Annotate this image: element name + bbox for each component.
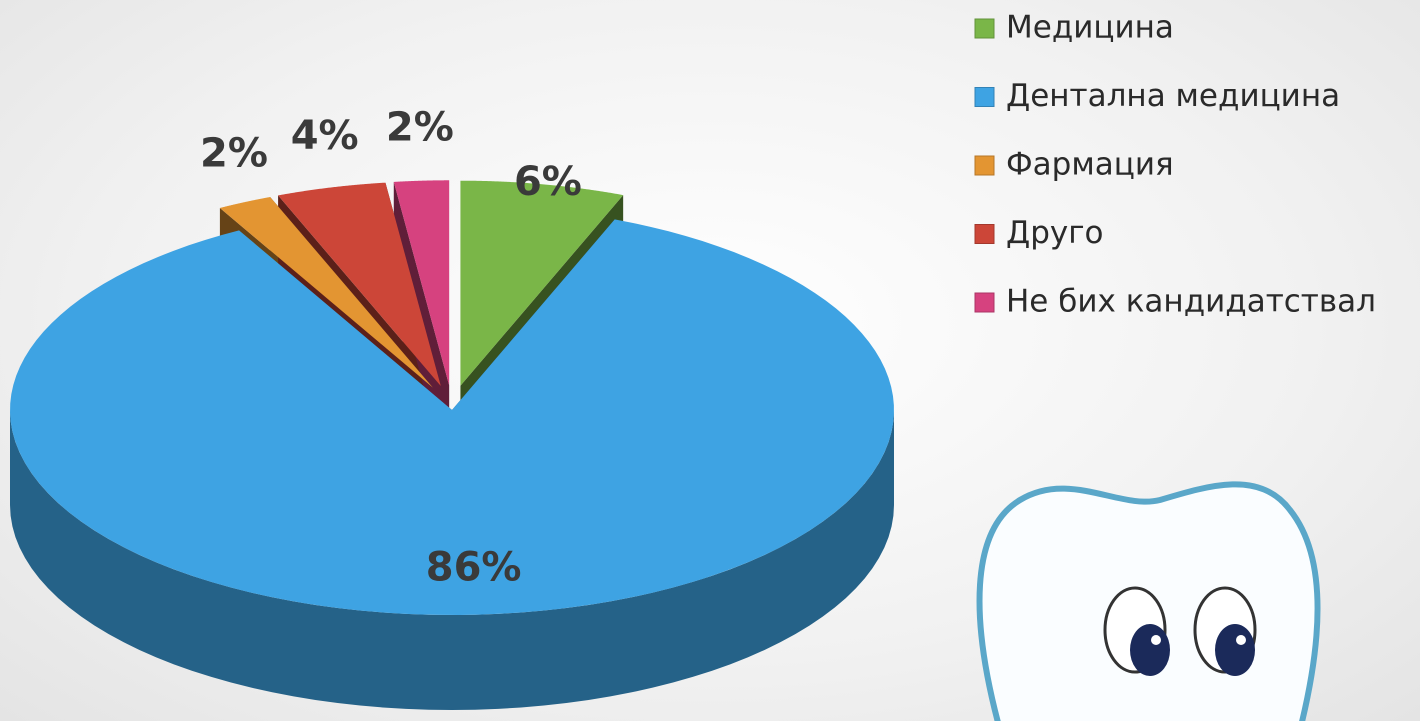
legend-label: Друго <box>1006 215 1104 251</box>
data-label: 4% <box>291 113 359 159</box>
mascot <box>980 484 1318 721</box>
legend-swatch <box>975 88 994 107</box>
legend-label: Медицина <box>1006 10 1174 46</box>
data-label: 2% <box>200 131 268 177</box>
data-label: 2% <box>386 105 454 151</box>
legend-swatch <box>975 19 994 38</box>
chart: 6% 86% 2% 4% 2% Медицина Дентална медицина Фарм… <box>0 0 1420 721</box>
legend-label: Дентална медицина <box>1006 78 1340 114</box>
data-label: 86% <box>426 545 522 591</box>
data-label: 6% <box>514 159 582 205</box>
legend-swatch <box>975 225 994 244</box>
legend-swatch <box>975 156 994 175</box>
legend-label: Не бих кандидатствал <box>1006 284 1376 320</box>
slide: 6% 86% 2% 4% 2% Медицина Дентална медицина Фарм… <box>0 0 1420 721</box>
legend-swatch <box>975 293 994 312</box>
legend-label: Фармация <box>1006 147 1174 183</box>
